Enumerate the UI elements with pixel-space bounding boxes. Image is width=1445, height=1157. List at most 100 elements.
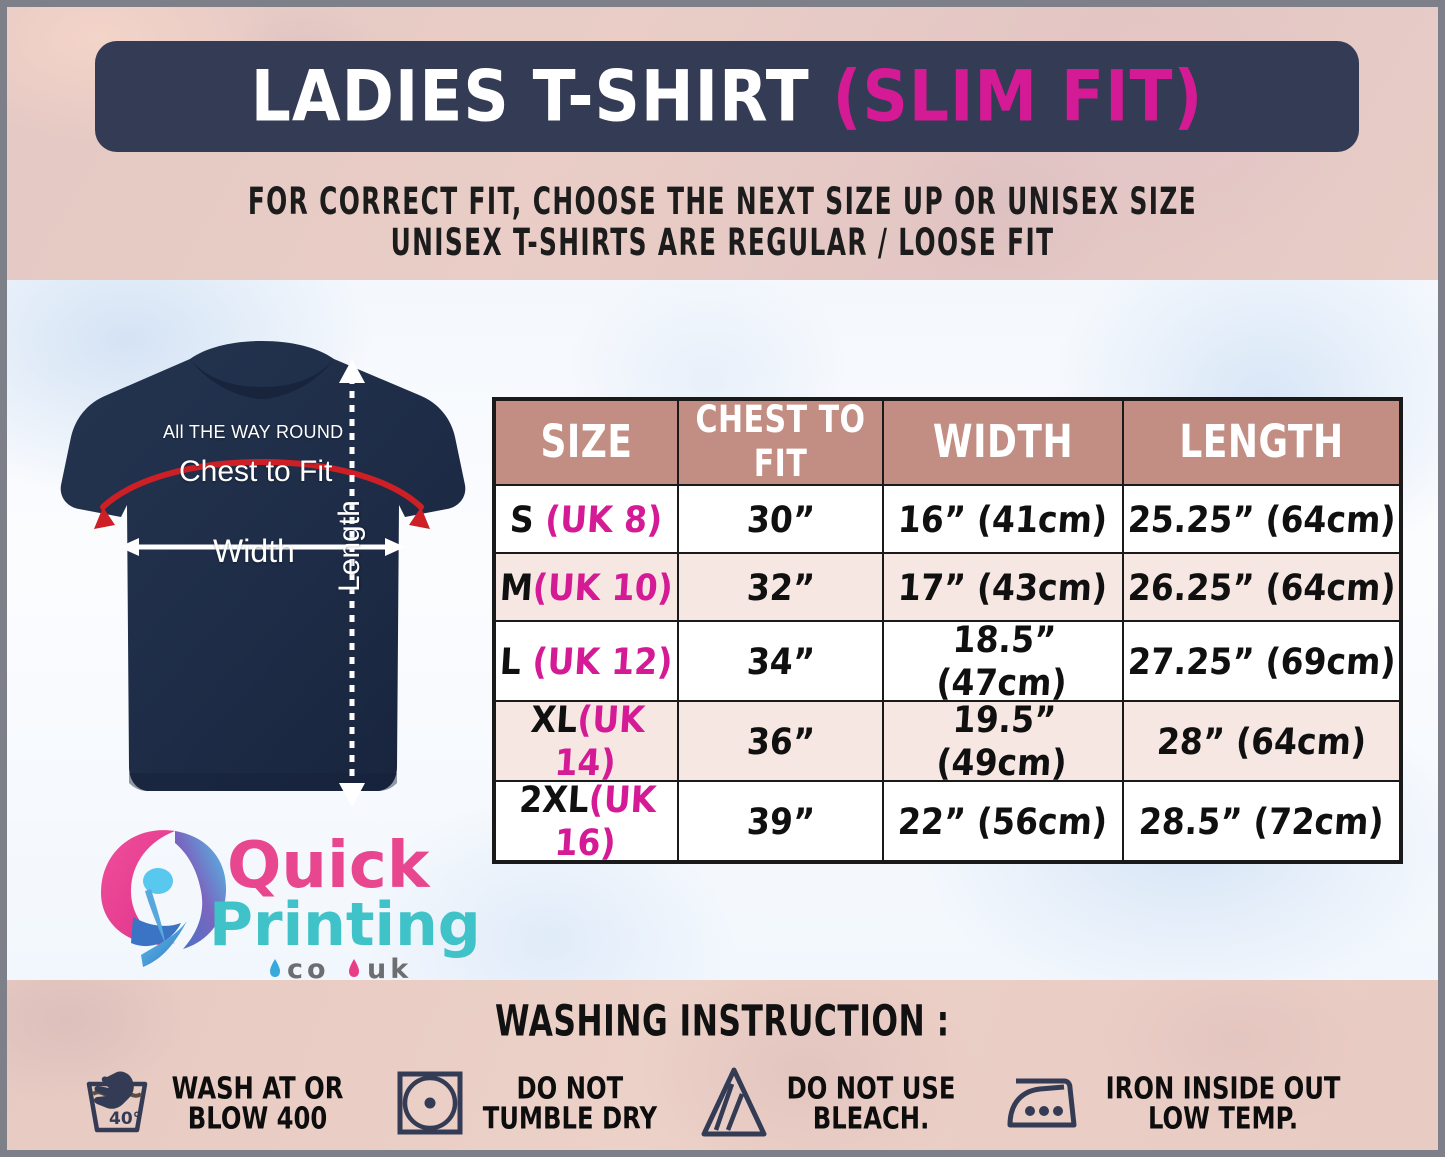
cell-width: 19.5” (49cm)	[882, 698, 1124, 784]
subtitle-block: FOR CORRECT FIT, CHOOSE THE NEXT SIZE UP…	[7, 180, 1438, 264]
tshirt-illustration	[60, 341, 466, 807]
washing-label-line1: DO NOT	[516, 1070, 624, 1106]
hand-wash-icon: 40°	[79, 1064, 155, 1145]
size-table-header: SIZE CHEST TO FIT WIDTH LENGTH	[494, 398, 1401, 486]
size-code: XL	[529, 698, 579, 741]
chest-value: 39”	[745, 799, 816, 843]
washing-label-no-bleach: DO NOT USE BLEACH.	[784, 1070, 958, 1137]
cell-size: L (UK 12)	[494, 620, 679, 702]
washing-label-line1: DO NOT USE	[786, 1070, 956, 1106]
cell-width: 18.5” (47cm)	[882, 618, 1124, 704]
chart-frame: LADIES T-SHIRT (SLIM FIT) FOR CORRECT FI…	[7, 7, 1438, 1150]
title-main: LADIES T-SHIRT	[250, 55, 810, 138]
size-uk: (UK 10)	[531, 565, 675, 609]
label-length: Length	[333, 500, 366, 592]
column-header-width-label: WIDTH	[932, 416, 1074, 469]
washing-band-background	[7, 980, 1438, 1150]
length-value: 27.25” (69cm)	[1126, 639, 1397, 683]
width-value: 18.5” (47cm)	[935, 618, 1069, 704]
svg-text:40°: 40°	[109, 1109, 141, 1129]
logo-tld-uk: uk	[367, 954, 412, 985]
logo-droplet-pink	[349, 959, 359, 977]
table-row: XL(UK 14) 36” 19.5” (49cm) 28” (64cm)	[494, 698, 1401, 784]
cell-length: 25.25” (64cm)	[1122, 484, 1401, 554]
cell-width: 22” (56cm)	[882, 780, 1124, 862]
width-value: 17” (43cm)	[897, 565, 1109, 609]
column-header-length-label: LENGTH	[1179, 416, 1344, 469]
chest-value: 30”	[745, 497, 816, 541]
label-chest-to-fit: Chest to Fit	[179, 455, 333, 488]
length-value: 28” (64cm)	[1155, 719, 1368, 763]
size-table-body: S (UK 8) 30” 16” (41cm) 25.25” (64cm) M(…	[494, 484, 1401, 864]
brand-logo: Quick Printing co uk	[79, 819, 481, 989]
label-all-the-way-round: All THE WAY ROUND	[163, 422, 344, 442]
header-row: SIZE CHEST TO FIT WIDTH LENGTH	[494, 398, 1401, 486]
washing-label-line1: WASH AT OR	[171, 1070, 344, 1106]
washing-label-line2: LOW TEMP.	[1147, 1100, 1299, 1137]
cell-chest: 32”	[677, 552, 884, 622]
cell-size: 2XL(UK 16)	[494, 778, 679, 864]
length-value: 26.25” (64cm)	[1126, 565, 1397, 609]
washing-item-no-tumble-dry: DO NOT TUMBLE DRY	[394, 1066, 660, 1143]
washing-label-line1: IRON INSIDE OUT	[1105, 1070, 1341, 1106]
column-header-width: WIDTH	[882, 399, 1124, 486]
table-row: S (UK 8) 30” 16” (41cm) 25.25” (64cm)	[494, 484, 1401, 554]
tshirt-diagram: All THE WAY ROUND Chest to Fit Width Len…	[47, 337, 477, 837]
size-table: SIZE CHEST TO FIT WIDTH LENGTH S (UK 8) …	[494, 398, 1401, 864]
logo-tld-co: co	[287, 954, 330, 985]
title-accent: (SLIM FIT)	[832, 55, 1204, 138]
chest-value: 34”	[745, 639, 816, 683]
size-code: L	[498, 639, 535, 683]
logo-word-printing: Printing	[209, 890, 479, 960]
washing-label-line2: BLOW 400	[187, 1100, 328, 1137]
table-row: 2XL(UK 16) 39” 22” (56cm) 28.5” (72cm)	[494, 778, 1401, 864]
iron-low-temp-icon	[1002, 1069, 1088, 1140]
cell-size: S (UK 8)	[494, 484, 679, 554]
washing-instruction-title: WASHING INSTRUCTION :	[7, 995, 1438, 1046]
cell-chest: 36”	[677, 700, 884, 782]
cell-length: 26.25” (64cm)	[1122, 552, 1401, 622]
washing-label-line2: BLEACH.	[812, 1100, 930, 1137]
cell-width: 16” (41cm)	[882, 484, 1124, 554]
size-code: S	[509, 497, 548, 541]
table-row: L (UK 12) 34” 18.5” (47cm) 27.25” (69cm)	[494, 618, 1401, 704]
washing-title-text: WASHING INSTRUCTION :	[495, 995, 950, 1046]
swirl-mark	[101, 830, 227, 967]
subtitle-line-2: UNISEX T-SHIRTS ARE REGULAR / LOOSE FIT	[390, 220, 1055, 265]
no-tumble-dry-icon	[394, 1066, 466, 1143]
washing-label-no-tumble-dry: DO NOT TUMBLE DRY	[480, 1070, 660, 1137]
size-uk: (UK 8)	[544, 497, 664, 541]
column-header-size-label: SIZE	[540, 416, 633, 469]
width-value: 22” (56cm)	[897, 799, 1109, 843]
no-bleach-icon	[698, 1064, 770, 1145]
length-value: 25.25” (64cm)	[1126, 497, 1397, 541]
chest-value: 32”	[745, 565, 816, 609]
cell-length: 28.5” (72cm)	[1122, 780, 1401, 862]
width-value: 16” (41cm)	[897, 497, 1109, 541]
cell-size: M(UK 10)	[494, 552, 679, 622]
washing-label-iron: IRON INSIDE OUT LOW TEMP.	[1102, 1070, 1344, 1137]
cell-chest: 39”	[677, 780, 884, 862]
size-code: M	[498, 565, 535, 609]
cell-length: 28” (64cm)	[1122, 700, 1401, 782]
length-value: 28.5” (72cm)	[1137, 799, 1386, 843]
size-code: 2XL	[518, 778, 591, 821]
cell-width: 17” (43cm)	[882, 552, 1124, 622]
washing-label-hand-wash: WASH AT OR BLOW 400	[169, 1070, 346, 1137]
column-header-chest: CHEST TO FIT	[677, 398, 884, 486]
washing-item-iron: IRON INSIDE OUT LOW TEMP.	[1002, 1069, 1344, 1140]
page-title: LADIES T-SHIRT (SLIM FIT)	[251, 61, 1204, 132]
size-uk: (UK 12)	[531, 639, 675, 683]
cell-length: 27.25” (69cm)	[1122, 620, 1401, 702]
washing-label-line2: TUMBLE DRY	[482, 1100, 658, 1137]
column-header-size: SIZE	[494, 399, 679, 486]
washing-item-hand-wash: 40° WASH AT OR BLOW 400	[79, 1064, 346, 1145]
table-row: M(UK 10) 32” 17” (43cm) 26.25” (64cm)	[494, 552, 1401, 622]
cell-chest: 30”	[677, 484, 884, 554]
chest-value: 36”	[745, 719, 816, 763]
washing-icon-row: 40° WASH AT OR BLOW 400	[7, 1059, 1438, 1149]
logo-droplet-blue	[270, 959, 280, 977]
cell-chest: 34”	[677, 620, 884, 702]
quick-printing-logo: Quick Printing co uk	[101, 829, 481, 985]
